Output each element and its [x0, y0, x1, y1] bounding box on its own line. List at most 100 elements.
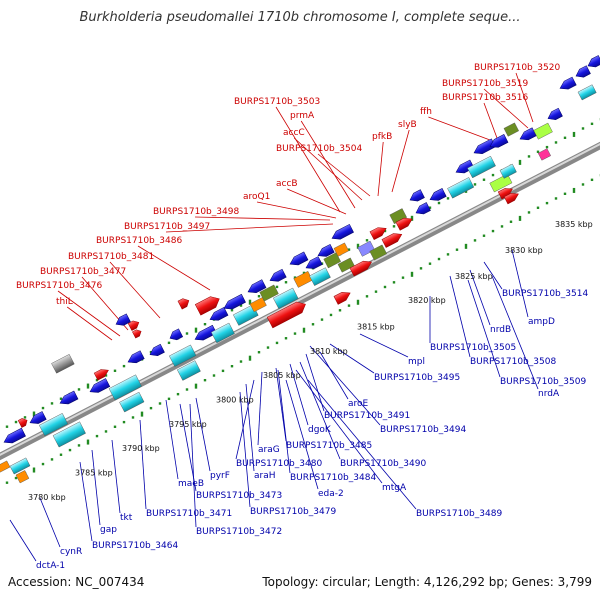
gene-arrow[interactable]	[503, 190, 520, 205]
reverse-gene-label[interactable]: BURPS1710b_3491	[324, 411, 410, 421]
forward-gene-label[interactable]: thiL	[56, 297, 73, 307]
gene-arrow[interactable]	[168, 344, 197, 367]
reverse-gene-label[interactable]: BURPS1710b_3514	[502, 289, 588, 299]
gene-arrow[interactable]	[177, 297, 191, 310]
reverse-gene-label[interactable]: BURPS1710b_3472	[196, 527, 282, 537]
gene-arrow[interactable]	[58, 390, 79, 407]
gene-arrow[interactable]	[369, 224, 388, 241]
gene-arrow[interactable]	[323, 252, 342, 269]
gene-arrow[interactable]	[395, 215, 414, 231]
gene-arrow[interactable]	[268, 268, 287, 284]
forward-gene-label[interactable]: BURPS1710b_3477	[40, 267, 126, 277]
gene-arrow[interactable]	[316, 243, 335, 259]
gene-arrow[interactable]	[414, 202, 431, 217]
forward-gene-label[interactable]: accC	[283, 128, 305, 138]
forward-gene-label[interactable]: prmA	[290, 111, 315, 121]
gene-arrow[interactable]	[2, 427, 26, 446]
reverse-gene-label[interactable]: mpl	[408, 357, 425, 367]
reverse-gene-label[interactable]: cynR	[60, 547, 82, 557]
forward-gene-label[interactable]: BURPS1710b_3519	[442, 79, 528, 89]
gene-arrow[interactable]	[93, 367, 110, 381]
gene-arrow[interactable]	[114, 313, 131, 328]
forward-gene-label[interactable]: BURPS1710b_3504	[276, 144, 362, 154]
gene-arrow[interactable]	[148, 343, 165, 358]
reverse-gene-label[interactable]: dctA-1	[36, 561, 65, 571]
gene-arrow[interactable]	[558, 76, 577, 92]
gene-arrow[interactable]	[369, 244, 388, 261]
gene-arrow[interactable]	[266, 299, 308, 329]
forward-gene-label[interactable]: BURPS1710b_3486	[96, 236, 182, 246]
reverse-gene-label[interactable]: araG	[258, 445, 280, 455]
gene-arrow[interactable]	[499, 163, 517, 179]
gene-arrow[interactable]	[208, 306, 229, 323]
reverse-gene-label[interactable]: eda-2	[318, 489, 344, 499]
gene-arrow[interactable]	[88, 378, 111, 396]
reverse-gene-label[interactable]: ampD	[528, 317, 555, 327]
gene-arrow[interactable]	[222, 293, 246, 312]
gene-arrow[interactable]	[28, 411, 47, 426]
gene-arrow[interactable]	[533, 122, 553, 140]
gene-arrow[interactable]	[304, 256, 323, 272]
gene-arrow[interactable]	[15, 470, 30, 484]
reverse-gene-label[interactable]: maeB	[178, 479, 204, 489]
gene-arrow[interactable]	[52, 421, 86, 448]
forward-gene-label[interactable]: BURPS1710b_3481	[68, 252, 154, 262]
reverse-gene-label[interactable]: tkt	[120, 513, 133, 523]
forward-gene-label[interactable]: ffh	[420, 107, 432, 117]
gene-arrow[interactable]	[472, 138, 496, 157]
gene-arrow[interactable]	[333, 242, 349, 257]
reverse-gene-label[interactable]: BURPS1710b_3471	[146, 509, 232, 519]
reverse-gene-label[interactable]: mtgA	[382, 483, 407, 493]
reverse-gene-label[interactable]: gap	[100, 525, 117, 535]
gene-arrow[interactable]	[586, 55, 600, 69]
reverse-gene-label[interactable]: BURPS1710b_3485	[286, 441, 372, 451]
gene-arrow[interactable]	[537, 148, 551, 161]
gene-arrow[interactable]	[259, 284, 279, 302]
gene-arrow[interactable]	[546, 107, 563, 122]
reverse-gene-label[interactable]: araH	[254, 471, 276, 481]
reverse-gene-label[interactable]: BURPS1710b_3464	[92, 541, 178, 551]
gene-arrow[interactable]	[577, 84, 597, 101]
gene-arrow[interactable]	[17, 417, 29, 428]
gene-arrow[interactable]	[467, 155, 496, 179]
reverse-gene-label[interactable]: BURPS1710b_3479	[250, 507, 336, 517]
reverse-gene-label[interactable]: BURPS1710b_3508	[470, 357, 556, 367]
gene-arrow[interactable]	[272, 287, 299, 310]
gene-arrow[interactable]	[381, 230, 404, 248]
reverse-gene-label[interactable]: nrdB	[490, 325, 511, 335]
gene-arrow[interactable]	[497, 185, 514, 200]
reverse-gene-label[interactable]: BURPS1710b_3473	[196, 491, 282, 501]
gene-arrow[interactable]	[194, 293, 222, 316]
reverse-gene-label[interactable]: BURPS1710b_3484	[290, 473, 376, 483]
forward-gene-label[interactable]: accB	[276, 179, 298, 189]
gene-arrow[interactable]	[309, 267, 331, 286]
gene-arrow[interactable]	[132, 328, 142, 339]
gene-arrow[interactable]	[333, 289, 352, 305]
forward-gene-label[interactable]: BURPS1710b_3503	[234, 97, 320, 107]
gene-arrow[interactable]	[337, 257, 355, 273]
gene-arrow[interactable]	[9, 457, 31, 475]
forward-gene-label[interactable]: BURPS1710b_3520	[474, 63, 560, 73]
gene-arrow[interactable]	[108, 374, 142, 401]
gene-arrow[interactable]	[503, 122, 519, 137]
gene-arrow[interactable]	[357, 240, 376, 257]
gene-arrow[interactable]	[126, 350, 145, 366]
reverse-gene-label[interactable]: BURPS1710b_3480	[236, 459, 322, 469]
gene-arrow[interactable]	[518, 127, 537, 143]
forward-gene-label[interactable]: BURPS1710b_3497	[124, 222, 210, 232]
gene-arrow[interactable]	[51, 354, 75, 374]
gene-arrow[interactable]	[489, 173, 513, 193]
gene-arrow[interactable]	[168, 328, 184, 343]
reverse-gene-label[interactable]: aroE	[348, 399, 369, 409]
gene-arrow[interactable]	[0, 460, 11, 474]
reverse-gene-label[interactable]: BURPS1710b_3490	[340, 459, 426, 469]
gene-arrow[interactable]	[408, 189, 425, 204]
forward-gene-label[interactable]: pfkB	[372, 132, 392, 142]
gene-arrow[interactable]	[447, 177, 475, 199]
gene-arrow[interactable]	[119, 391, 145, 413]
reverse-gene-label[interactable]: BURPS1710b_3509	[500, 377, 586, 387]
gene-arrow[interactable]	[288, 251, 309, 268]
gene-arrow[interactable]	[176, 360, 201, 381]
gene-arrow[interactable]	[574, 65, 591, 80]
gene-arrow[interactable]	[293, 271, 313, 288]
